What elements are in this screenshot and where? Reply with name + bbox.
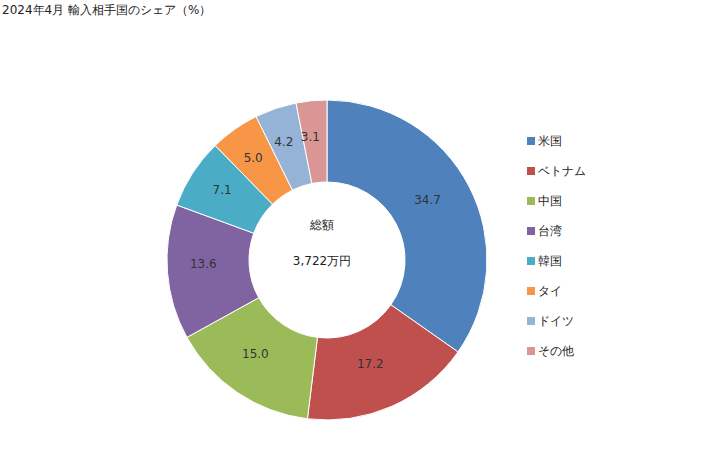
html-text:その他: その他 — [538, 343, 574, 358]
html-text:韓国: 韓国 — [538, 253, 562, 268]
html-text:米国: 米国 — [538, 133, 562, 148]
svg-text:4.2: 4.2 — [274, 135, 293, 149]
html-text:総額: 総額 — [310, 218, 334, 232]
svg-text:5.0: 5.0 — [244, 151, 263, 165]
svg-text:17.2: 17.2 — [357, 357, 384, 371]
html-text:中国: 中国 — [538, 193, 562, 208]
svg-text:34.7: 34.7 — [414, 193, 441, 207]
html-text:タイ: タイ — [538, 283, 562, 298]
html-text:ドイツ: ドイツ — [538, 313, 574, 328]
html-text:台湾: 台湾 — [538, 223, 562, 238]
svg-text:13.6: 13.6 — [190, 257, 217, 271]
svg-text:3.1: 3.1 — [301, 130, 320, 144]
html-text:ベトナム: ベトナム — [538, 163, 586, 178]
html-text:2024年4月 輸入相手国のシェア（%）: 2024年4月 輸入相手国のシェア（%） — [2, 3, 212, 17]
html-text:3,722万円: 3,722万円 — [292, 254, 352, 268]
svg-text:7.1: 7.1 — [213, 183, 232, 197]
svg-text:15.0: 15.0 — [242, 347, 269, 361]
